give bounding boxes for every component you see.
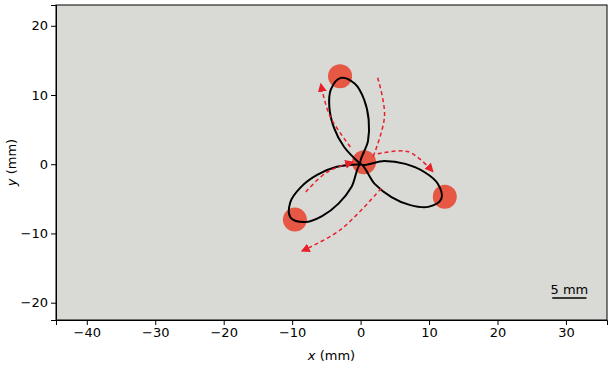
- direction-arrow: [306, 162, 353, 192]
- tick: 20: [490, 320, 507, 340]
- tick-label: −10: [279, 325, 306, 340]
- scale-bar: [552, 297, 586, 299]
- tick: 10: [421, 320, 438, 340]
- tick-label: 0: [357, 325, 365, 340]
- tick: −40: [74, 320, 101, 340]
- tick-label: 20: [31, 18, 48, 33]
- plot: −40 −30 −20 −10 0 10 20 30 −20 −10 0 10 20 x (mm) y (m…: [4, 5, 608, 363]
- trajectory: [289, 78, 442, 222]
- tick-mark: [51, 26, 56, 27]
- tick-label: 10: [421, 325, 438, 340]
- tick-label: −20: [21, 295, 48, 310]
- tick-label: −40: [74, 325, 101, 340]
- tick-mark: [51, 303, 56, 304]
- tick: 0: [357, 320, 365, 340]
- y-axis: −20 −10 0 10 20: [21, 6, 57, 321]
- tick: 10: [31, 88, 56, 103]
- plot-background: [56, 5, 607, 320]
- x-axis: −40 −30 −20 −10 0 10 20 30: [57, 320, 608, 340]
- dot: [328, 64, 352, 88]
- tick: 0: [40, 157, 56, 172]
- scale-bar-label: 5 mm: [550, 282, 588, 297]
- tick-label: 20: [490, 325, 507, 340]
- marks: [283, 64, 457, 250]
- tick: 20: [31, 18, 56, 33]
- y-axis-title: y (mm): [4, 139, 19, 187]
- direction-arrow: [321, 85, 350, 147]
- tick: −20: [210, 320, 237, 340]
- dot: [433, 185, 457, 209]
- direction-arrow: [302, 188, 381, 250]
- direction-arrow: [373, 78, 385, 158]
- tick-mark: [51, 164, 56, 165]
- tick: −20: [21, 295, 56, 310]
- tick-mark: [51, 95, 56, 96]
- tick-label: −20: [210, 325, 237, 340]
- direction-arrow: [378, 151, 433, 171]
- tick-label: −30: [142, 325, 169, 340]
- tick: −10: [279, 320, 306, 340]
- tick-label: −10: [21, 226, 48, 241]
- frame: [56, 5, 607, 320]
- tick: −10: [21, 226, 56, 241]
- dot: [283, 208, 307, 232]
- tick-mark: [51, 233, 56, 234]
- axis-line: [57, 321, 608, 326]
- tick: 30: [558, 320, 575, 340]
- chart: −40 −30 −20 −10 0 10 20 30 −20 −10 0 10 20 x (mm) y (m…: [0, 0, 613, 370]
- tick-label: 10: [31, 88, 48, 103]
- axis-line: [51, 6, 57, 321]
- tick: −30: [142, 320, 169, 340]
- tick-label: 30: [558, 325, 575, 340]
- x-axis-title: x (mm): [307, 348, 355, 363]
- tick-label: 0: [40, 157, 48, 172]
